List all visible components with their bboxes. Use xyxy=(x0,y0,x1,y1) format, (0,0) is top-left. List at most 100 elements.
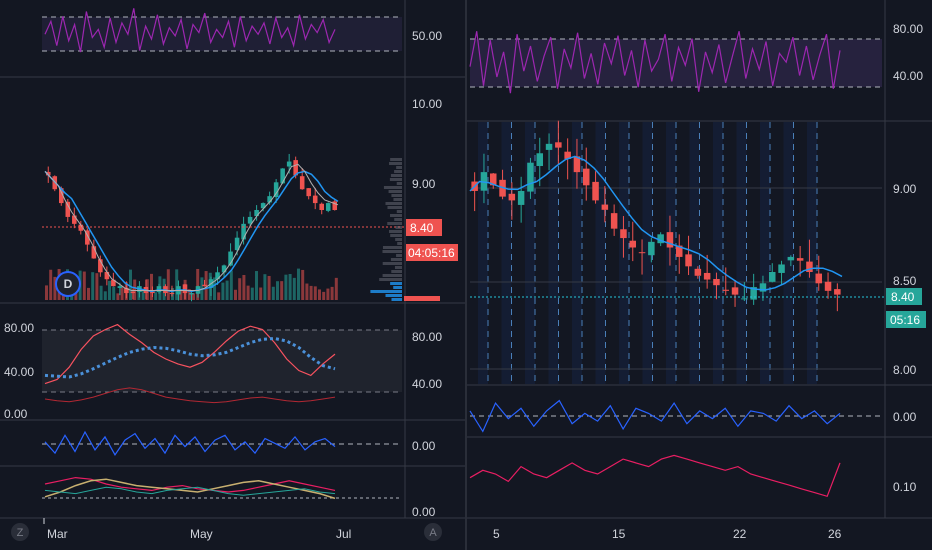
volume-bar xyxy=(82,271,86,300)
axis-tick: 10.00 xyxy=(412,97,442,111)
time-axis-tick: 15 xyxy=(612,527,626,541)
time-axis-tick: Mar xyxy=(47,527,68,541)
volume-bar xyxy=(301,269,305,300)
dmi-minus-line xyxy=(44,486,336,496)
auto-scale-button-circle[interactable] xyxy=(424,523,442,541)
axis-tick: 0.00 xyxy=(893,410,917,424)
volume-bar xyxy=(322,291,326,300)
candle-body xyxy=(273,182,279,198)
candle-body xyxy=(722,289,730,291)
candle-body xyxy=(824,281,832,291)
volume-bar xyxy=(141,289,145,300)
candle-body xyxy=(78,224,84,231)
time-axis-tick: Jul xyxy=(336,527,351,541)
candle-body xyxy=(156,286,162,293)
time-axis-tick: 5 xyxy=(493,527,500,541)
candle-body xyxy=(545,143,553,150)
candle-body xyxy=(182,284,188,294)
candle-body xyxy=(280,168,285,184)
session-background xyxy=(807,122,817,384)
interval-badge-circle[interactable] xyxy=(55,271,81,297)
volume-profile-bar xyxy=(396,210,402,213)
session-background xyxy=(595,122,606,384)
volume-profile-bar xyxy=(390,214,402,217)
zoom-button-circle[interactable] xyxy=(11,523,29,541)
volume-profile-bar xyxy=(396,166,402,169)
interval-badge[interactable]: D xyxy=(55,271,81,297)
volume-bar xyxy=(120,285,124,300)
volume-bar xyxy=(112,286,116,300)
candle-body xyxy=(104,271,110,280)
candle-body xyxy=(527,162,534,192)
stoch-k-line xyxy=(44,323,336,385)
candle-body xyxy=(234,237,240,251)
volume-bar xyxy=(154,292,158,300)
volume-bar xyxy=(326,288,330,300)
axis-tick: 9.00 xyxy=(412,177,436,191)
session-background xyxy=(783,122,794,384)
session-background xyxy=(478,122,488,384)
auto-scale-button[interactable]: A xyxy=(424,523,442,541)
candle-body xyxy=(45,171,51,176)
candle-body xyxy=(601,204,609,210)
volume-bar xyxy=(292,277,296,300)
left-chart-panel[interactable]: D 50.00 10.00 9.00 80.00 40.00 0.00 0.00… xyxy=(0,0,465,541)
price-tag-bg xyxy=(406,219,442,236)
volume-profile-bar xyxy=(382,250,402,253)
countdown-tag-text: 05:16 xyxy=(890,313,920,327)
volume-profile-bar xyxy=(387,222,402,225)
candle-body xyxy=(638,252,646,254)
candle-body xyxy=(319,203,325,210)
candle-body xyxy=(806,261,813,272)
right-oscillator-line xyxy=(469,399,841,433)
interval-badge-text: D xyxy=(64,277,73,291)
candle-body xyxy=(150,291,155,294)
session-background xyxy=(760,122,770,384)
volume-bar xyxy=(280,281,284,300)
volume-bar xyxy=(53,276,57,300)
candle-body xyxy=(293,160,298,176)
candle-body xyxy=(582,168,590,186)
candle-body xyxy=(325,203,331,211)
volume-bar xyxy=(133,279,137,300)
rsi-band xyxy=(42,17,402,51)
axis-tick: 40.00 xyxy=(412,377,442,391)
volume-profile-bar xyxy=(396,182,402,185)
volume-profile-bar xyxy=(390,282,402,285)
volume-profile-bar xyxy=(390,234,402,237)
volume-bar xyxy=(318,289,321,300)
volume-bar xyxy=(238,278,242,300)
price-tag-text: 8.40 xyxy=(891,290,915,304)
volume-bar xyxy=(221,282,225,300)
volume-bar xyxy=(91,272,95,300)
left-candlesticks[interactable] xyxy=(45,153,338,302)
axis-tick: 0.10 xyxy=(893,480,917,494)
volume-bar xyxy=(45,285,48,300)
right-chart-panel[interactable]: 80.00 40.00 9.00 8.50 8.00 0.00 0.10 8.4… xyxy=(424,0,932,550)
right-candlesticks[interactable] xyxy=(471,120,841,312)
zoom-button[interactable]: Z xyxy=(11,523,29,541)
candle-body xyxy=(685,254,692,267)
candle-body xyxy=(694,268,702,276)
volume-bar xyxy=(250,287,254,300)
session-background xyxy=(713,122,723,384)
candle-body xyxy=(332,201,338,210)
left-moving-average-blue xyxy=(44,170,339,293)
candle-body xyxy=(629,240,637,248)
volume-bar xyxy=(267,275,271,300)
time-axis-tick: May xyxy=(190,527,213,541)
candle-body xyxy=(778,264,785,273)
stoch-band xyxy=(42,330,402,392)
candle-body xyxy=(610,213,618,229)
volume-profile-bar xyxy=(385,294,402,297)
volume-bar xyxy=(229,270,233,300)
volume-bar xyxy=(313,286,317,300)
volume-profile-bar xyxy=(389,162,402,165)
right-volatility-line xyxy=(469,454,841,498)
candle-body xyxy=(648,241,655,256)
candle-body xyxy=(260,203,266,209)
candle-body xyxy=(169,293,175,295)
candle-body xyxy=(124,287,129,294)
volume-profile-bar xyxy=(385,202,402,205)
